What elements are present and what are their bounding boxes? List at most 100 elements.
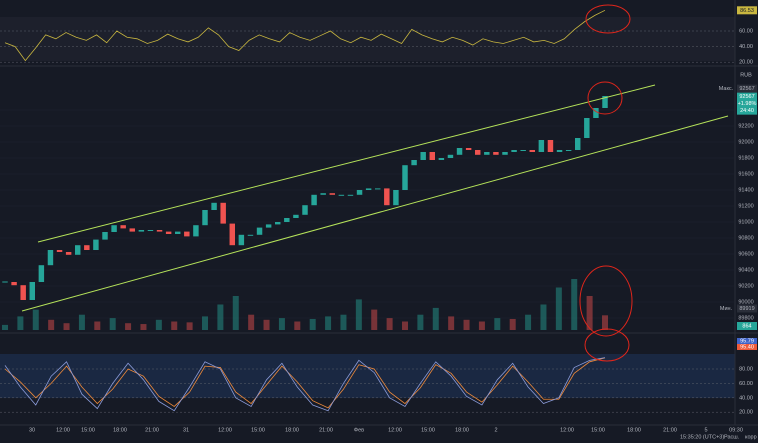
time-label: 30 [29, 427, 35, 433]
highlight-circle [579, 265, 633, 337]
price-tick-label: 91400 [738, 187, 753, 193]
channel-line [37, 84, 656, 243]
time-label: 15:00 [421, 427, 435, 433]
time-label: 18:00 [285, 427, 299, 433]
time-label: 5 [704, 427, 707, 433]
price-tick-label: 90600 [738, 251, 753, 257]
price-tick-label: 90200 [738, 283, 753, 289]
stoch-last-label: 95.79 [740, 338, 754, 344]
corr-button[interactable]: корр [745, 434, 757, 440]
candle [56, 250, 63, 252]
volume-bar [402, 321, 408, 330]
max-label: Макс. [719, 86, 734, 92]
highlight-circle [587, 81, 623, 115]
candle [402, 165, 408, 190]
candle [356, 190, 363, 195]
candle [20, 285, 26, 300]
candle [593, 108, 599, 118]
candle [493, 152, 499, 155]
volume-bar [448, 316, 455, 330]
volume-bar [48, 319, 55, 330]
time-label: 31 [183, 427, 189, 433]
time-label: 21:00 [319, 427, 333, 433]
price-tick-label: 90400 [738, 267, 753, 273]
volume-bar [232, 296, 239, 330]
volume-bar [171, 321, 178, 330]
time-label: 15:00 [251, 427, 265, 433]
stoch-last-label: 95.40 [740, 344, 754, 350]
stoch-tick-label: 40.00 [739, 395, 753, 401]
candle [156, 230, 163, 232]
candle [211, 202, 217, 210]
rsi-last-label: 86.53 [740, 8, 754, 14]
volume-last: 864 [742, 323, 751, 329]
time-label: 18:00 [627, 427, 641, 433]
price-tick-label: 89800 [738, 315, 753, 321]
annotations [21, 4, 729, 362]
candle [456, 148, 463, 155]
volume-bar [602, 315, 608, 330]
volume-bar [540, 304, 547, 330]
volume-bar [202, 316, 208, 330]
volume-bar [78, 314, 85, 330]
time-label: 18:00 [455, 427, 469, 433]
stoch-tick-label: 80.00 [739, 366, 753, 372]
volume-bar [278, 318, 285, 330]
volume-bar [94, 321, 101, 330]
candle [47, 250, 54, 266]
price-tick-label: 91800 [738, 155, 753, 161]
candle [302, 205, 308, 215]
candle [256, 227, 263, 235]
time-label: 12:00 [560, 427, 574, 433]
volume-bar [2, 324, 8, 330]
time-label: 15:00 [591, 427, 605, 433]
candle [165, 231, 172, 234]
candle [393, 190, 399, 206]
price-tick-label: 92200 [738, 123, 753, 129]
volume-bar [355, 299, 362, 330]
candle [320, 193, 326, 195]
channel-line [21, 115, 729, 312]
candle [129, 228, 135, 232]
volume-bar [125, 323, 132, 330]
candle [293, 214, 299, 218]
candle [138, 230, 145, 232]
rsi-last-box [737, 6, 757, 15]
candle [447, 154, 454, 158]
candle [329, 193, 335, 195]
candle [184, 231, 190, 237]
price-tick-label: 91000 [738, 219, 753, 225]
candle [502, 152, 508, 155]
candle [384, 188, 390, 206]
time-label: 18:00 [113, 427, 127, 433]
candle [347, 194, 354, 196]
stoch-last-box [737, 338, 757, 344]
countdown: 24:40 [740, 108, 754, 114]
candle [11, 282, 17, 286]
candle [247, 234, 254, 236]
candle [556, 150, 563, 152]
volume-bar [478, 321, 485, 330]
volume-bar [494, 318, 501, 330]
candle [38, 265, 45, 282]
candle [175, 231, 181, 234]
candle [529, 150, 535, 152]
volume-bar [586, 296, 593, 330]
candle [65, 252, 72, 255]
candle [575, 138, 581, 150]
extend-button[interactable]: Расш. [724, 434, 740, 440]
volume-bar [109, 318, 116, 330]
candle [411, 160, 417, 166]
last-change: +1.98% [738, 101, 757, 107]
volume-bar [325, 316, 332, 330]
candle [2, 281, 8, 283]
candle [93, 239, 99, 250]
stoch-tick-label: 60.00 [739, 381, 753, 387]
candle [420, 152, 426, 160]
stoch-tick-label: 20.00 [739, 410, 753, 416]
time-label: 2 [494, 427, 497, 433]
volume-bar [63, 323, 70, 330]
candle [29, 282, 35, 300]
candle [365, 188, 372, 190]
